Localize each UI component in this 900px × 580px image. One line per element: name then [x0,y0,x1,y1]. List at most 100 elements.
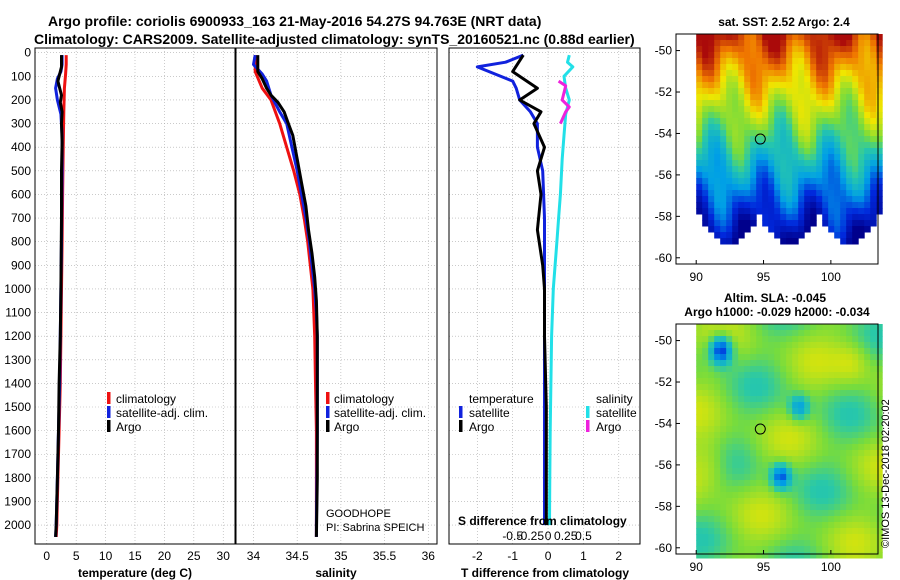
heatmap-cell [822,142,829,149]
heatmap-cell [762,474,769,481]
heatmap-cell [738,444,745,451]
heatmap-cell [702,342,709,349]
heatmap-cell [846,402,853,409]
heatmap-cell [810,546,817,553]
heatmap-cell [774,202,781,209]
heatmap-cell [864,534,871,541]
map-x-tick-label: 90 [690,270,704,284]
heatmap-cell [714,64,721,71]
heatmap-cell [726,330,733,337]
heatmap-cell [774,178,781,185]
heatmap-cell [774,118,781,125]
x-tick-label: 0 [43,549,50,563]
heatmap-cell [714,226,721,233]
heatmap-cell [798,190,805,197]
heatmap-cell [732,40,739,47]
heatmap-cell [864,348,871,355]
heatmap-cell [702,88,709,95]
s-tick-label: -0.5 [502,529,523,543]
heatmap-cell [738,522,745,529]
heatmap-cell [840,82,847,89]
heatmap-cell [792,360,799,367]
heatmap-cell [708,172,715,179]
heatmap-cell [780,46,787,53]
heatmap-cell [786,190,793,197]
heatmap-cell [840,552,847,559]
heatmap-cell [786,426,793,433]
heatmap-cell [756,64,763,71]
depth-tick-label: 2000 [4,518,31,532]
heatmap-cell [750,88,757,95]
heatmap-cell [768,486,775,493]
heatmap-cell [720,94,727,101]
heatmap-cell [714,366,721,373]
heatmap-cell [756,552,763,559]
heatmap-cell [720,402,727,409]
heatmap-cell [786,462,793,469]
heatmap-cell [834,498,841,505]
heatmap-cell [870,348,877,355]
heatmap-cell [804,336,811,343]
heatmap-cell [738,324,745,331]
heatmap-cell [810,444,817,451]
heatmap-cell [750,330,757,337]
heatmap-cell [858,522,865,529]
heatmap-cell [834,468,841,475]
heatmap-cell [828,220,835,227]
heatmap-cell [804,178,811,185]
heatmap-cell [696,142,703,149]
heatmap-cell [720,408,727,415]
heatmap-cell [798,372,805,379]
heatmap-cell [864,378,871,385]
heatmap-cell [708,432,715,439]
heatmap-cell [834,348,841,355]
heatmap-cell [798,402,805,409]
heatmap-cell [816,402,823,409]
heatmap-cell [828,486,835,493]
heatmap-cell [858,360,865,367]
heatmap-cell [804,414,811,421]
heatmap-cell [816,492,823,499]
heatmap-cell [750,552,757,559]
heatmap-cell [852,468,859,475]
heatmap-cell [810,354,817,361]
heatmap-cell [798,70,805,77]
heatmap-cell [870,546,877,553]
heatmap-cell [762,498,769,505]
heatmap-cell [870,540,877,547]
heatmap-cell [762,402,769,409]
s-tick-label: 0 [545,529,552,543]
heatmap-cell [768,510,775,517]
heatmap-cell [786,330,793,337]
heatmap-cell [804,462,811,469]
heatmap-cell [732,540,739,547]
heatmap-cell [840,46,847,53]
heatmap-cell [840,130,847,137]
heatmap-cell [708,148,715,155]
heatmap-cell [756,456,763,463]
heatmap-cell [762,324,769,331]
heatmap-cell [786,528,793,535]
heatmap-cell [840,498,847,505]
heatmap-cell [786,534,793,541]
sst-map-title: sat. SST: 2.52 Argo: 2.4 [718,15,850,29]
heatmap-cell [768,348,775,355]
heatmap-cell [780,354,787,361]
heatmap-cell [864,522,871,529]
heatmap-cell [696,178,703,185]
heatmap-cell [816,34,823,41]
heatmap-cell [864,148,871,155]
heatmap-cell [810,396,817,403]
heatmap-cell [720,52,727,59]
heatmap-cell [762,492,769,499]
heatmap-cell [750,148,757,155]
heatmap-cell [804,468,811,475]
heatmap-cell [840,142,847,149]
heatmap-cell [822,474,829,481]
heatmap-cell [756,58,763,65]
heatmap-cell [726,522,733,529]
heatmap-cell [744,136,751,143]
heatmap-cell [840,166,847,173]
heatmap-cell [840,190,847,197]
heatmap-cell [750,498,757,505]
